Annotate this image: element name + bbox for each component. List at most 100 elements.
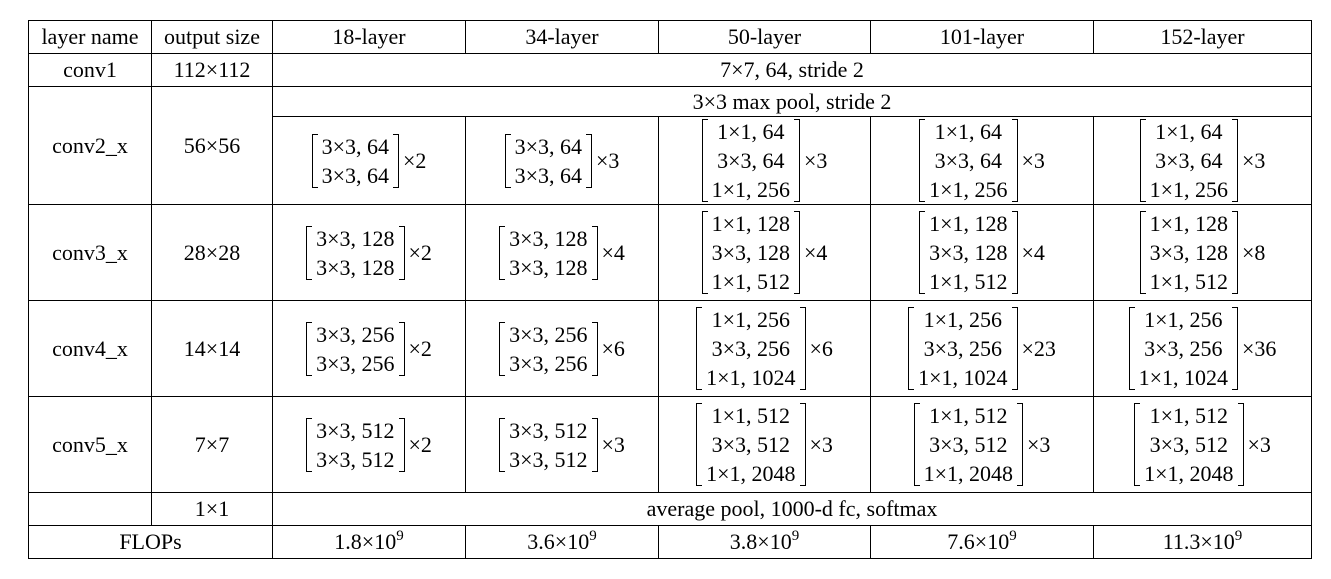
header-row: layer name output size 18-layer 34-layer… — [28, 20, 1312, 54]
block-line: 1×1, 2048 — [1144, 461, 1234, 486]
block-spec: 1×1, 128 3×3, 128 1×1, 512 ×8 — [1139, 209, 1265, 296]
conv2-pool-spec: 3×3 max pool, stride 2 — [272, 86, 1312, 117]
block-multiplier: ×3 — [809, 431, 833, 457]
block-line: 1×1, 256 — [1144, 307, 1223, 332]
conv2-block-101-layer: 1×1, 64 3×3, 64 1×1, 256 ×3 — [870, 116, 1094, 205]
final-output-size: 1×1 — [151, 492, 273, 526]
flops-label: FLOPs — [28, 525, 273, 559]
block-line: 1×1, 128 — [929, 211, 1008, 236]
conv1-spec: 7×7, 64, stride 2 — [272, 53, 1312, 87]
header-101-layer: 101-layer — [870, 20, 1094, 54]
block-line: 3×3, 256 — [509, 321, 588, 347]
bracket-matrix: 1×1, 128 3×3, 128 1×1, 512 — [919, 209, 1018, 296]
block-spec: 1×1, 128 3×3, 128 1×1, 512 ×4 — [701, 209, 828, 296]
bracket-matrix: 3×3, 256 3×3, 256 — [306, 320, 405, 378]
conv2-block-34-layer: 3×3, 64 3×3, 64 ×3 — [465, 116, 659, 205]
block-spec: 3×3, 512 3×3, 512 ×2 — [306, 416, 432, 474]
block-spec: 3×3, 128 3×3, 128 ×2 — [306, 224, 432, 282]
conv5-name: conv5_x — [28, 396, 152, 493]
flops-exponent: 9 — [1009, 528, 1017, 545]
bracket-matrix: 1×1, 512 3×3, 512 1×1, 2048 — [1134, 401, 1244, 488]
block-line: 3×3, 64 — [321, 133, 389, 159]
block-line: 3×3, 256 — [711, 336, 790, 361]
flops-exponent: 9 — [396, 528, 404, 545]
block-multiplier: ×3 — [596, 147, 620, 173]
block-line: 3×3, 256 — [316, 321, 395, 347]
block-line: 3×3, 128 — [316, 225, 395, 251]
block-spec: 3×3, 128 3×3, 128 ×4 — [499, 224, 625, 282]
block-multiplier: ×3 — [804, 147, 828, 173]
block-line: 1×1, 64 — [934, 119, 1002, 144]
bracket-matrix: 3×3, 512 3×3, 512 — [306, 416, 405, 474]
block-line: 3×3, 512 — [509, 446, 588, 472]
flops-mantissa: 7.6×10 — [947, 529, 1010, 555]
block-line: 1×1, 256 — [929, 177, 1008, 202]
block-line: 1×1, 256 — [711, 177, 790, 202]
bracket-matrix: 1×1, 64 3×3, 64 1×1, 256 — [919, 117, 1018, 204]
block-multiplier: ×3 — [1247, 431, 1271, 457]
flops-50-layer: 3.8×109 — [658, 525, 871, 559]
conv4-block-34-layer: 3×3, 256 3×3, 256 ×6 — [465, 300, 659, 397]
block-multiplier: ×2 — [408, 335, 432, 361]
block-line: 3×3, 512 — [1149, 432, 1228, 457]
conv5-block-18-layer: 3×3, 512 3×3, 512 ×2 — [272, 396, 466, 493]
block-multiplier: ×2 — [408, 239, 432, 265]
block-spec: 3×3, 512 3×3, 512 ×3 — [499, 416, 625, 474]
block-multiplier: ×6 — [601, 335, 625, 361]
block-line: 1×1, 1024 — [706, 365, 796, 390]
block-multiplier: ×23 — [1021, 335, 1056, 361]
block-line: 3×3, 256 — [509, 350, 588, 376]
bracket-matrix: 1×1, 128 3×3, 128 1×1, 512 — [1139, 209, 1239, 296]
block-line: 3×3, 128 — [509, 254, 588, 280]
conv5-output-size: 7×7 — [151, 396, 273, 493]
block-spec: 1×1, 512 3×3, 512 1×1, 2048 ×3 — [696, 401, 833, 488]
block-line: 3×3, 128 — [929, 240, 1008, 265]
conv3-block-50-layer: 1×1, 128 3×3, 128 1×1, 512 ×4 — [658, 204, 871, 301]
flops-exponent: 9 — [791, 528, 800, 545]
final-row: 1×1 average pool, 1000-d fc, softmax — [28, 492, 1312, 526]
conv3-name: conv3_x — [28, 204, 152, 301]
conv4-name: conv4_x — [28, 300, 152, 397]
block-line: 3×3, 64 — [1155, 148, 1223, 173]
block-multiplier: ×3 — [601, 431, 625, 457]
block-spec: 1×1, 64 3×3, 64 1×1, 256 ×3 — [701, 117, 828, 204]
conv2-block-18-layer: 3×3, 64 3×3, 64 ×2 — [272, 116, 466, 205]
block-line: 1×1, 512 — [711, 269, 790, 294]
block-multiplier: ×36 — [1242, 335, 1277, 361]
flops-row: FLOPs 1.8×109 3.6×109 3.8×109 7.6×109 11.3×1… — [28, 525, 1312, 559]
conv4-block-101-layer: 1×1, 256 3×3, 256 1×1, 1024 ×23 — [870, 300, 1094, 397]
block-line: 3×3, 64 — [321, 162, 389, 188]
block-line: 1×1, 1024 — [918, 365, 1008, 390]
block-spec: 1×1, 256 3×3, 256 1×1, 1024 ×6 — [696, 305, 833, 392]
final-name — [28, 492, 152, 526]
conv3-output-size: 28×28 — [151, 204, 273, 301]
conv2-block-152-layer: 1×1, 64 3×3, 64 1×1, 256 ×3 — [1093, 116, 1312, 205]
block-line: 1×1, 64 — [1155, 119, 1223, 144]
block-spec: 1×1, 256 3×3, 256 1×1, 1024 ×23 — [908, 305, 1056, 392]
resnet-architecture-table: layer name output size 18-layer 34-layer… — [28, 20, 1312, 559]
conv5-block-50-layer: 1×1, 512 3×3, 512 1×1, 2048 ×3 — [658, 396, 871, 493]
block-line: 1×1, 256 — [1149, 177, 1228, 202]
flops-101-layer: 7.6×109 — [870, 525, 1094, 559]
bracket-matrix: 3×3, 128 3×3, 128 — [499, 224, 598, 282]
header-layer-name: layer name — [28, 20, 152, 54]
conv3-row: conv3_x 28×28 3×3, 128 3×3, 128 ×2 3×3, 128… — [28, 204, 1312, 301]
bracket-matrix: 3×3, 128 3×3, 128 — [306, 224, 405, 282]
bracket-matrix: 3×3, 512 3×3, 512 — [499, 416, 598, 474]
block-multiplier: ×4 — [804, 239, 828, 265]
flops-mantissa: 11.3×10 — [1162, 529, 1235, 555]
block-line: 3×3, 128 — [316, 254, 395, 280]
bracket-matrix: 1×1, 512 3×3, 512 1×1, 2048 — [913, 401, 1024, 488]
block-spec: 3×3, 64 3×3, 64 ×3 — [504, 132, 620, 190]
flops-mantissa: 1.8×10 — [334, 529, 397, 555]
block-line: 3×3, 128 — [509, 225, 588, 251]
bracket-matrix: 1×1, 256 3×3, 256 1×1, 1024 — [696, 305, 806, 392]
bracket-matrix: 1×1, 256 3×3, 256 1×1, 1024 — [1128, 305, 1239, 392]
flops-exponent: 9 — [1234, 528, 1243, 545]
flops-34-layer: 3.6×109 — [465, 525, 659, 559]
flops-exponent: 9 — [589, 528, 597, 545]
block-spec: 3×3, 64 3×3, 64 ×2 — [311, 132, 426, 190]
conv3-block-18-layer: 3×3, 128 3×3, 128 ×2 — [272, 204, 466, 301]
conv5-block-34-layer: 3×3, 512 3×3, 512 ×3 — [465, 396, 659, 493]
block-multiplier: ×3 — [1021, 147, 1045, 173]
